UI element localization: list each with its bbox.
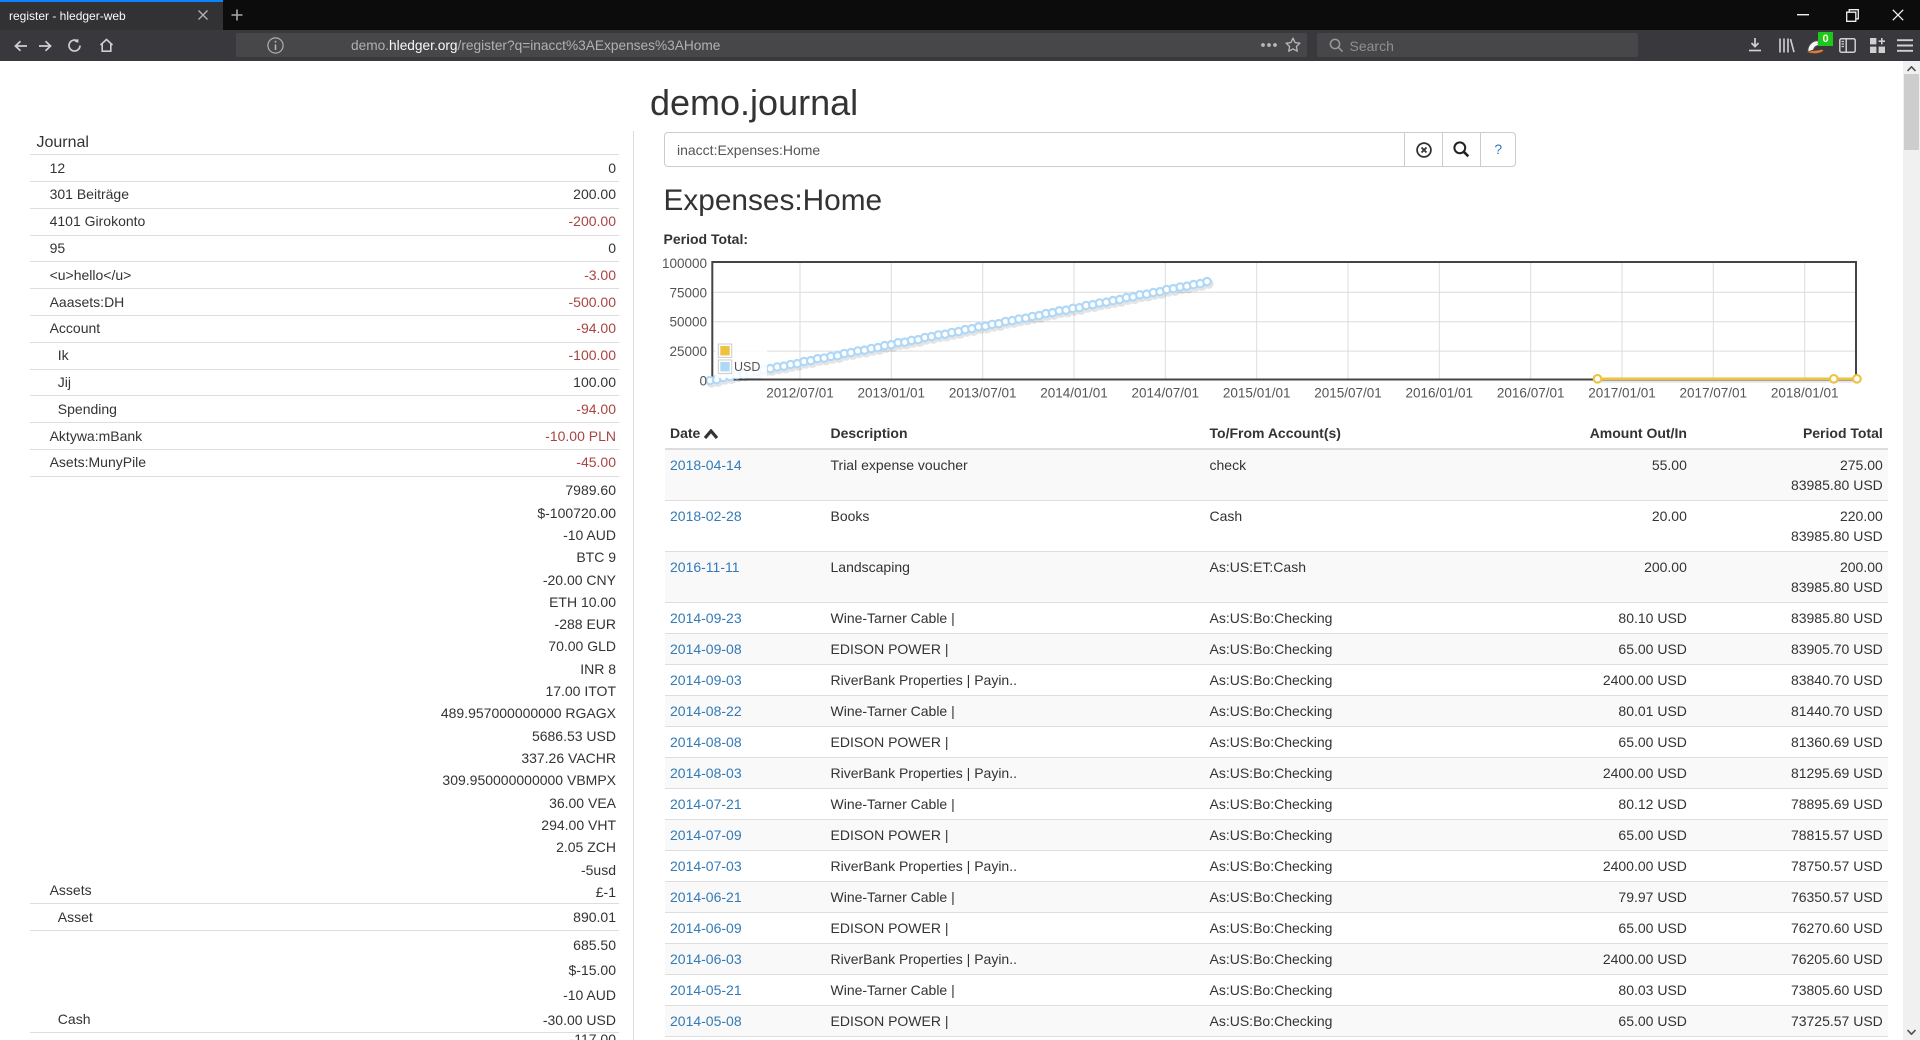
svg-text:2015/07/01: 2015/07/01 [1314, 386, 1382, 401]
svg-text:2016/01/01: 2016/01/01 [1406, 386, 1474, 401]
svg-text:USD: USD [734, 360, 760, 374]
svg-text:0: 0 [699, 374, 707, 389]
svg-text:50000: 50000 [669, 315, 707, 330]
svg-text:2013/07/01: 2013/07/01 [949, 386, 1017, 401]
svg-text:2017/07/01: 2017/07/01 [1680, 386, 1748, 401]
svg-text:100000: 100000 [662, 256, 707, 271]
svg-text:2013/01/01: 2013/01/01 [858, 386, 926, 401]
svg-text:2016/07/01: 2016/07/01 [1497, 386, 1565, 401]
svg-text:75000: 75000 [669, 285, 707, 300]
svg-text:2018/01/01: 2018/01/01 [1771, 386, 1839, 401]
svg-text:25000: 25000 [669, 344, 707, 359]
svg-text:2012/07/01: 2012/07/01 [766, 386, 834, 401]
svg-text:2014/01/01: 2014/01/01 [1040, 386, 1108, 401]
svg-text:2017/01/01: 2017/01/01 [1588, 386, 1656, 401]
svg-text:2015/01/01: 2015/01/01 [1223, 386, 1291, 401]
svg-text:2014/07/01: 2014/07/01 [1132, 386, 1200, 401]
